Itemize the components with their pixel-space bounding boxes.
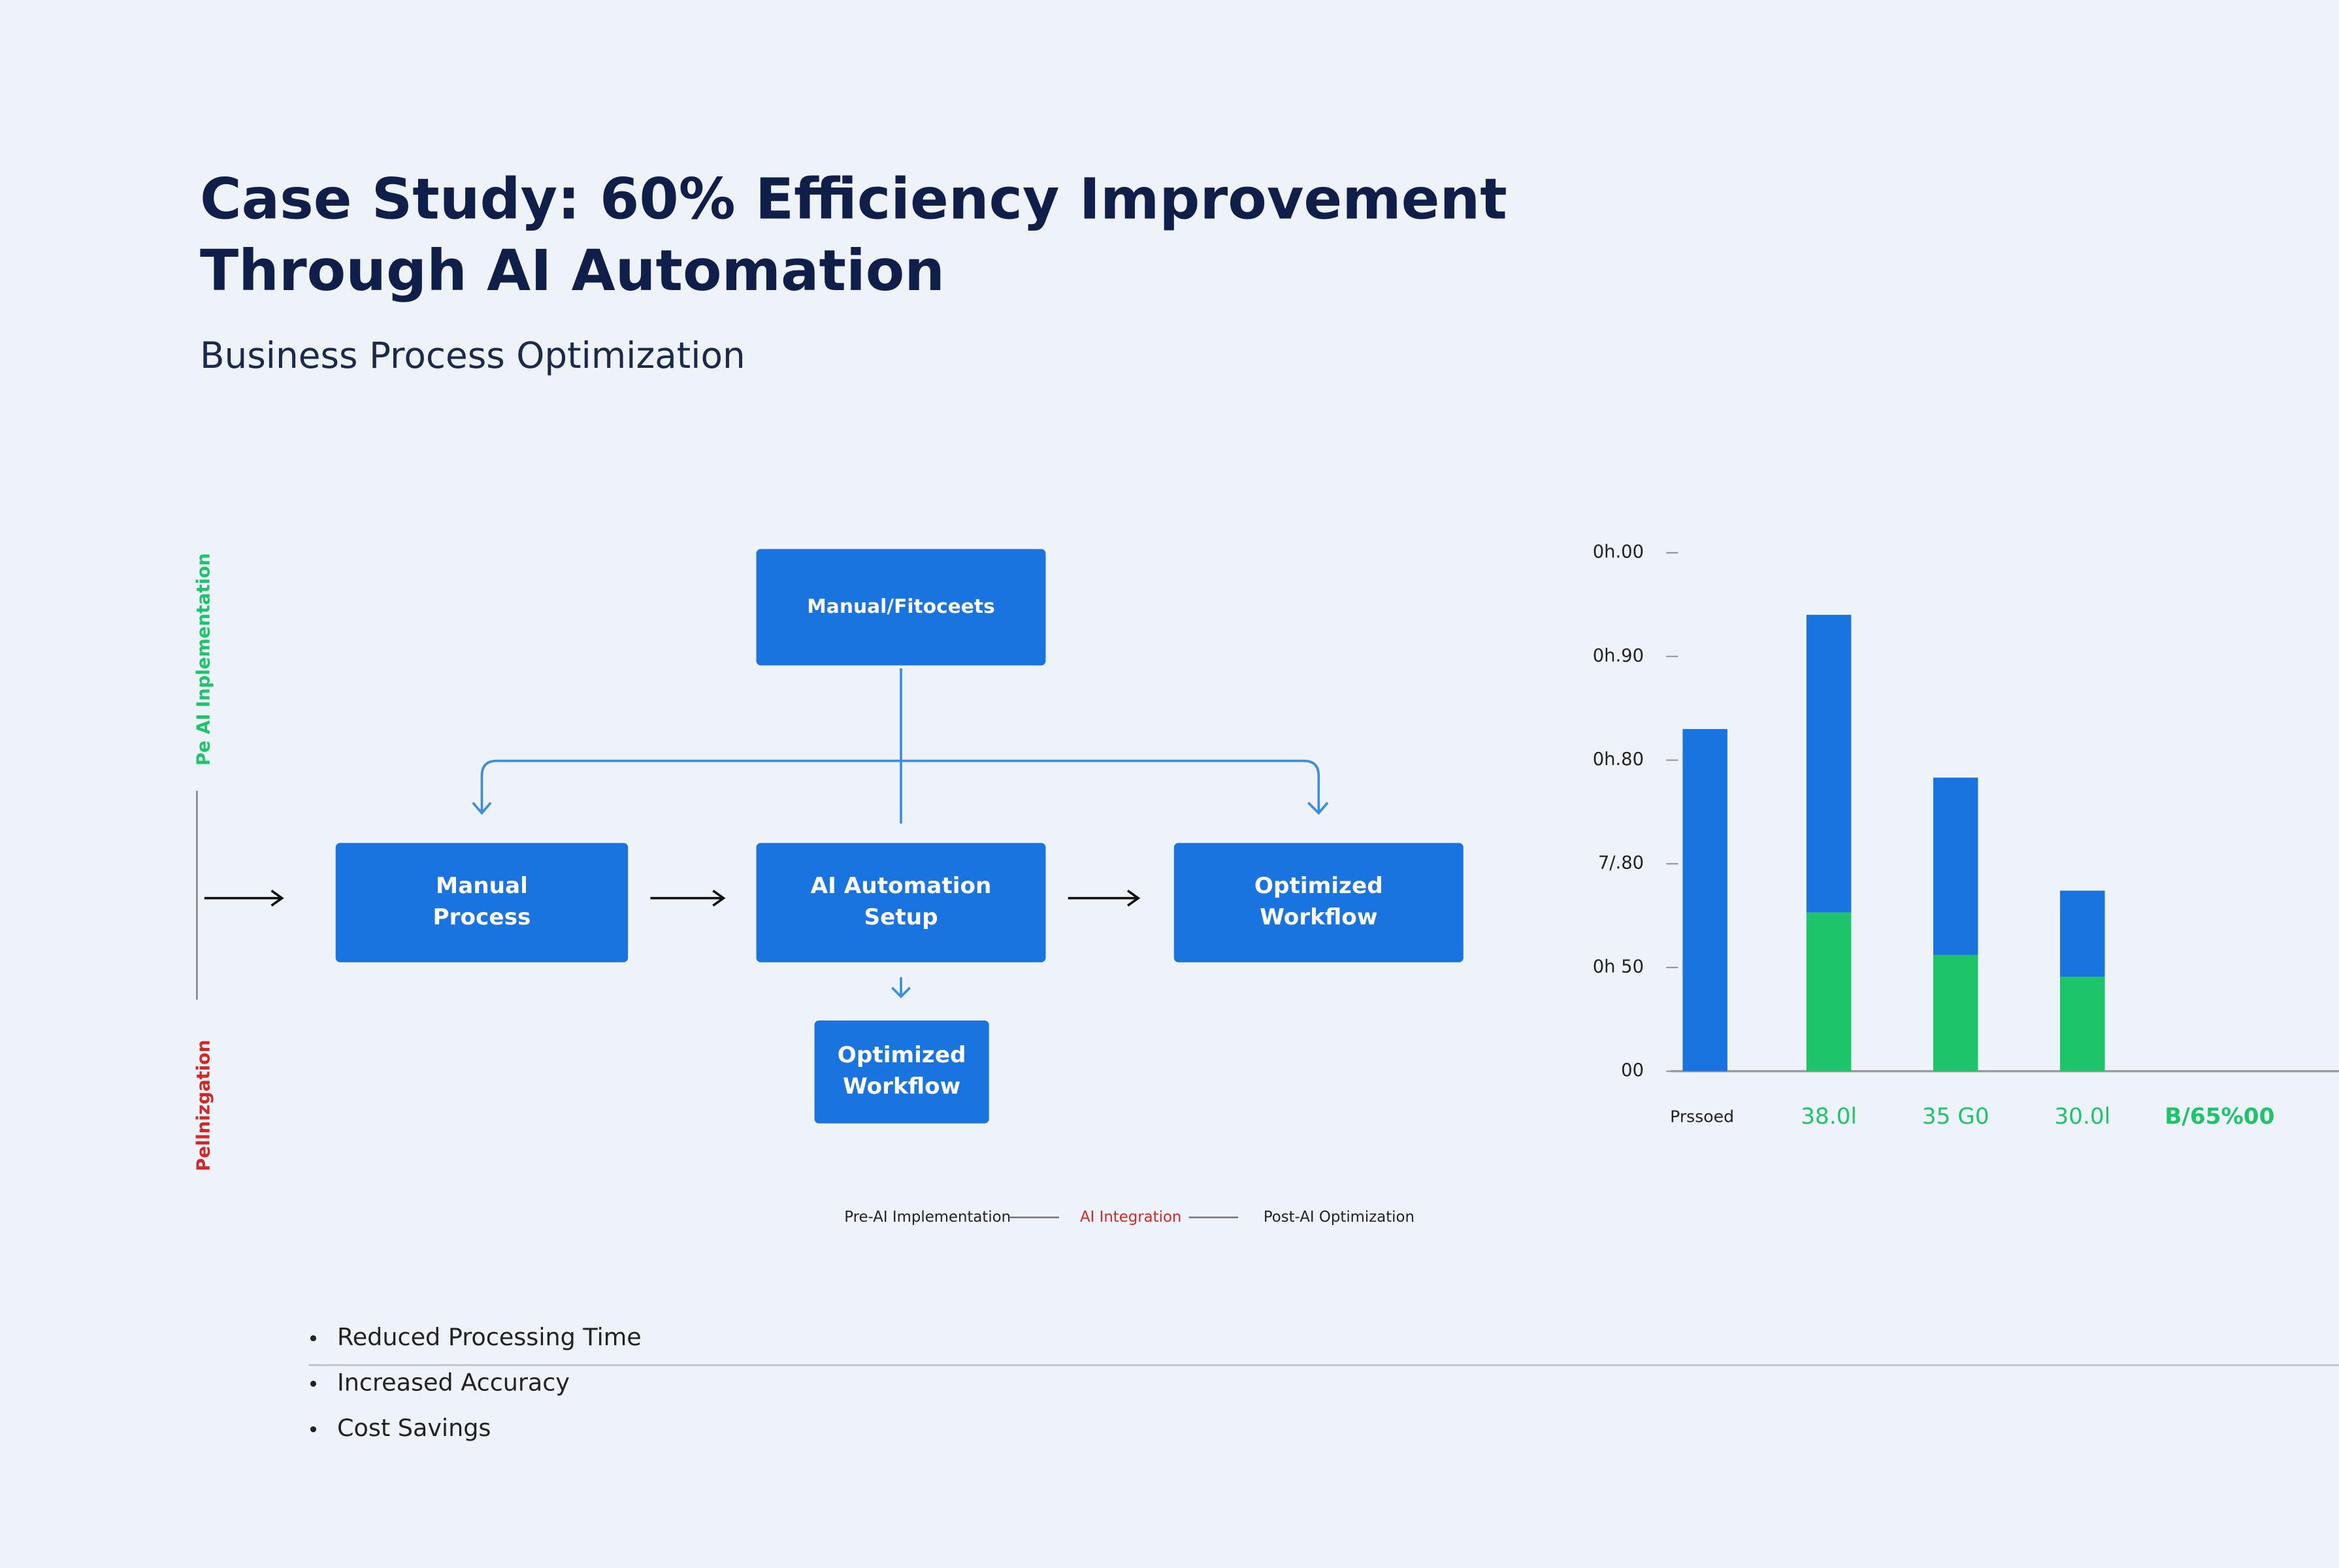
x-tick-label: Prssoed (1670, 1107, 1734, 1126)
y-tick-label: 0h 50 (1593, 956, 1644, 977)
x-tick-label: 30.0l (2054, 1103, 2110, 1130)
bar-segment (1933, 777, 1978, 955)
side-label: Pellnizgation (193, 1040, 214, 1171)
legend-item: AI Integration (1080, 1209, 1181, 1226)
process-node (335, 843, 629, 962)
bullet-text: Increased Accuracy (337, 1368, 570, 1396)
bar-segment (1933, 955, 1978, 1071)
y-tick-label: 00 (1621, 1060, 1644, 1081)
process-node (756, 549, 1046, 666)
arrow-down (891, 977, 911, 998)
y-tick-label: 7/.80 (1598, 853, 1644, 874)
bullet-text: Reduced Processing Time (337, 1323, 642, 1351)
legend-item: Post-AI Optimization (1264, 1209, 1415, 1226)
node-label: AI Automation (811, 873, 992, 899)
node-label: Workflow (843, 1073, 960, 1100)
title: Case Study: 60% Efficiency Improvement (200, 166, 1507, 232)
subtitle: Business Process Optimization (200, 335, 745, 376)
process-node (814, 1020, 989, 1124)
process-node (756, 843, 1046, 962)
legend-item: Pre-AI Implementation (844, 1209, 1011, 1226)
bar-segment (1806, 615, 1852, 913)
title: Through AI Automation (200, 238, 945, 304)
node-label: Manual/Fitoceets (807, 595, 995, 617)
node-label: Manual (436, 873, 528, 899)
bar-segment (2060, 890, 2105, 977)
legend: Pre-AI Implementation AI Integration Pos… (844, 1209, 1415, 1226)
arrow (650, 889, 726, 907)
node-label: Workflow (1260, 904, 1377, 930)
y-tick-label: 0h.80 (1593, 749, 1644, 770)
bar-segment (2060, 977, 2105, 1071)
bullet-dot (310, 1335, 317, 1341)
node-label: Optimized (1254, 873, 1383, 899)
connector (480, 759, 1320, 813)
bar-segment (1806, 912, 1852, 1071)
x-tick-label: 38.0l (1801, 1103, 1857, 1130)
arrowheads (472, 802, 1329, 815)
x-tick-label: 35 G0 (1922, 1103, 1989, 1130)
node-label: Process (433, 904, 531, 930)
arrow (204, 889, 284, 907)
connectors (472, 668, 1329, 998)
bullet-dot (310, 1380, 317, 1387)
y-tick-label: 0h.90 (1593, 645, 1644, 666)
bullet-text: Cost Savings (337, 1414, 491, 1442)
node-label: Optimized (838, 1042, 966, 1068)
arrow (1068, 889, 1141, 907)
arrows (204, 889, 1141, 907)
process-node (1173, 843, 1464, 962)
x-tick-label: B/65%00 (2165, 1103, 2274, 1130)
y-tick-label: 0h.00 (1593, 542, 1644, 563)
node-label: Setup (864, 904, 938, 930)
bar-segment (1682, 728, 1727, 1071)
bullet-dot (310, 1426, 317, 1433)
side-label: Pe AI Inplementation (193, 553, 214, 766)
